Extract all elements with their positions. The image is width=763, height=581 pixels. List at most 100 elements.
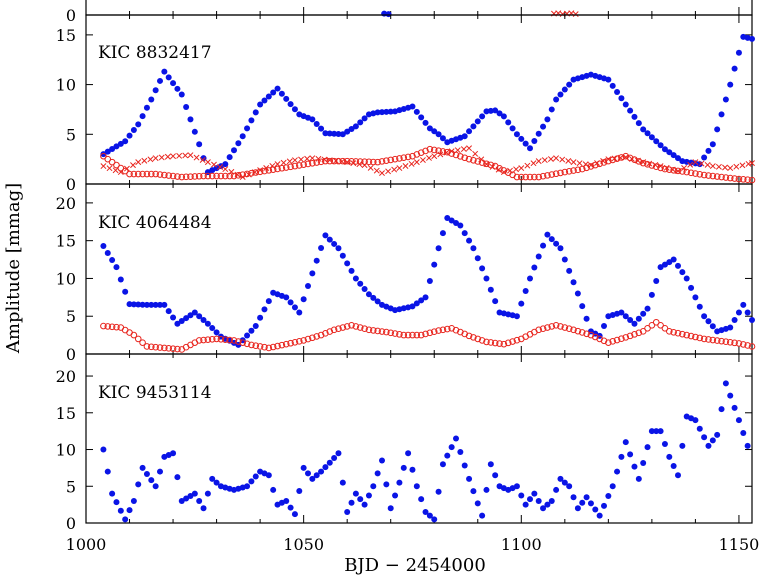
data-point-circle (513, 336, 521, 344)
data-point-dot (196, 141, 203, 148)
data-point-dot (553, 240, 560, 247)
data-point-circle (474, 158, 482, 165)
data-point-cross (379, 170, 385, 177)
data-point-circle (204, 172, 212, 180)
data-point-cross (733, 163, 740, 170)
data-point-circle (409, 152, 416, 160)
data-point-dot (139, 301, 146, 308)
data-point-dot (696, 425, 703, 432)
data-point-circle (504, 339, 512, 347)
x-tick-label: 1100 (501, 535, 542, 554)
data-point-dot (744, 309, 751, 316)
data-point-cross (332, 157, 339, 164)
data-point-cross (344, 159, 351, 166)
data-point-dot (339, 131, 346, 138)
data-point-cross (431, 153, 438, 160)
data-point-circle (378, 158, 386, 165)
data-point-circle (744, 342, 751, 349)
data-point-cross (466, 145, 473, 152)
data-point-dot (640, 126, 647, 133)
data-point-circle (387, 329, 395, 337)
data-point-dot (157, 77, 163, 84)
data-point-dot (544, 501, 551, 508)
data-point-dot (148, 477, 155, 484)
data-point-circle (709, 172, 717, 180)
data-point-cross (426, 155, 432, 161)
data-point-dot (143, 471, 150, 478)
data-point-circle (383, 157, 390, 164)
data-point-dot (200, 317, 207, 323)
data-point-cross (315, 155, 322, 162)
data-point-circle (165, 345, 173, 352)
data-point-cross (182, 152, 189, 159)
data-point-dot (191, 490, 198, 497)
data-point-circle (200, 336, 207, 344)
data-point-cross (396, 165, 403, 172)
data-point-cross (687, 161, 694, 168)
data-point-dot (470, 123, 477, 130)
data-point-circle (548, 323, 556, 330)
panel-1: KIC 8832417 0 5 10 15 (56, 14, 756, 194)
data-point-dot (300, 464, 307, 471)
data-point-circle (591, 161, 599, 169)
data-point-dot (117, 140, 124, 147)
data-point-dot (117, 507, 124, 514)
data-point-dot (566, 483, 573, 490)
data-point-circle (735, 175, 743, 183)
data-point-cross (391, 166, 398, 173)
data-point-cross (605, 156, 612, 163)
data-point-dot (548, 106, 555, 113)
data-point-circle (609, 338, 617, 345)
data-point-dot (126, 132, 133, 139)
data-point-dot (409, 466, 416, 473)
data-point-cross (675, 168, 681, 175)
data-point-circle (644, 325, 651, 332)
data-point-cross (130, 162, 136, 169)
data-point-circle (570, 326, 577, 334)
data-point-circle (513, 173, 521, 181)
data-point-cross (123, 165, 130, 172)
data-point-dot (518, 300, 525, 307)
data-point-circle (544, 172, 551, 179)
data-point-cross (309, 155, 316, 162)
data-point-circle (213, 335, 220, 343)
data-point-circle (130, 170, 138, 178)
data-point-cross (269, 162, 276, 169)
data-point-dot (322, 464, 329, 471)
data-point-cross (739, 162, 746, 169)
data-point-dot (113, 264, 120, 271)
data-point-dot (291, 304, 298, 311)
data-point-dot (361, 501, 368, 508)
data-point-cross (187, 152, 194, 159)
data-point-dot (291, 511, 298, 518)
data-point-circle (139, 339, 146, 346)
data-point-circle (221, 336, 229, 343)
data-point-dot (561, 256, 568, 263)
data-point-dot (352, 275, 359, 282)
data-point-dot (183, 495, 190, 502)
data-point-circle (426, 145, 434, 153)
data-point-dot (548, 236, 555, 243)
data-point-circle (217, 172, 225, 180)
data-point-circle (565, 168, 573, 175)
y-tick-label: 10 (56, 76, 76, 95)
data-point-dot (135, 301, 142, 308)
data-point-dot (435, 245, 442, 252)
data-point-cross (472, 150, 479, 157)
data-point-dot (705, 147, 712, 154)
data-point-dot (648, 428, 655, 435)
data-point-dot (444, 452, 451, 459)
data-point-dot (500, 113, 507, 120)
data-point-dot (248, 327, 255, 334)
data-point-dot (696, 303, 703, 310)
data-point-dot (165, 308, 172, 315)
data-point-circle (583, 330, 590, 338)
data-point-dot (204, 490, 211, 497)
data-point-cross (298, 156, 304, 163)
data-point-dot (631, 463, 638, 470)
data-point-cross (524, 162, 531, 169)
data-point-circle (339, 324, 347, 331)
data-point-dot (122, 288, 129, 295)
data-point-dot (252, 109, 259, 116)
data-point-cross (385, 168, 392, 175)
